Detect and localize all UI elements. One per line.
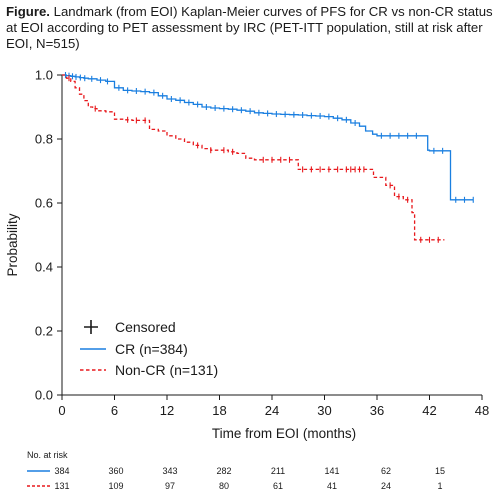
caption-text: Landmark (from EOI) Kaplan-Meier curves … <box>6 4 493 51</box>
at-risk-value-1-2: 97 <box>165 481 175 491</box>
at-risk-value-0-0: 384 <box>54 466 69 476</box>
y-tick-label-1: 0.2 <box>35 324 53 339</box>
y-tick-label-2: 0.4 <box>35 260 53 275</box>
series-line-0 <box>62 74 474 201</box>
x-tick-label-2: 12 <box>160 403 174 418</box>
x-tick-label-7: 42 <box>422 403 436 418</box>
at-risk-value-0-4: 211 <box>271 466 285 476</box>
x-tick-label-8: 48 <box>475 403 489 418</box>
at-risk-value-1-7: 1 <box>437 481 442 491</box>
at-risk-value-1-4: 61 <box>273 481 283 491</box>
series-line-1 <box>62 74 445 241</box>
y-tick-label-0: 0.0 <box>35 388 53 403</box>
x-tick-label-6: 36 <box>370 403 384 418</box>
at-risk-value-0-3: 282 <box>216 466 231 476</box>
at-risk-value-1-3: 80 <box>219 481 229 491</box>
at-risk-value-0-2: 343 <box>162 466 177 476</box>
at-risk-value-0-7: 15 <box>435 466 445 476</box>
censor-marks <box>64 72 474 243</box>
chart-axes: 0 6 12 18 24 30 36 42 48 0.0 0.2 0.4 0.6 0.8 1.0 Time f… <box>5 68 489 442</box>
survival-curves <box>62 74 474 241</box>
at-risk-value-1-5: 41 <box>327 481 337 491</box>
at-risk-title: No. at risk <box>27 450 68 460</box>
at-risk-value-0-1: 360 <box>108 466 123 476</box>
x-tick-label-5: 30 <box>317 403 331 418</box>
figure-caption: Figure. Landmark (from EOI) Kaplan-Meier… <box>6 4 494 52</box>
at-risk-value-0-6: 62 <box>381 466 391 476</box>
at-risk-value-1-1: 109 <box>108 481 123 491</box>
y-tick-label-4: 0.8 <box>35 132 53 147</box>
x-tick-label-1: 6 <box>111 403 118 418</box>
at-risk-value-0-5: 141 <box>324 466 339 476</box>
x-tick-label-3: 18 <box>212 403 226 418</box>
x-axis-label: Time from EOI (months) <box>212 426 356 441</box>
x-tick-label-0: 0 <box>58 403 65 418</box>
at-risk-value-1-0: 131 <box>54 481 69 491</box>
at-risk-value-1-6: 24 <box>381 481 391 491</box>
legend-censored-symbol <box>84 320 98 334</box>
legend-label-1: Non-CR (n=131) <box>115 362 218 378</box>
y-tick-label-3: 0.6 <box>35 196 53 211</box>
y-tick-label-5: 1.0 <box>35 68 53 83</box>
caption-label: Figure. <box>6 4 50 19</box>
legend-label-0: CR (n=384) <box>115 341 188 357</box>
legend-censored-label: Censored <box>115 319 176 335</box>
legend: Censored CR (n=384) Non-CR (n=131) <box>80 319 218 378</box>
y-axis-label: Probability <box>5 213 20 276</box>
x-tick-label-4: 24 <box>265 403 279 418</box>
